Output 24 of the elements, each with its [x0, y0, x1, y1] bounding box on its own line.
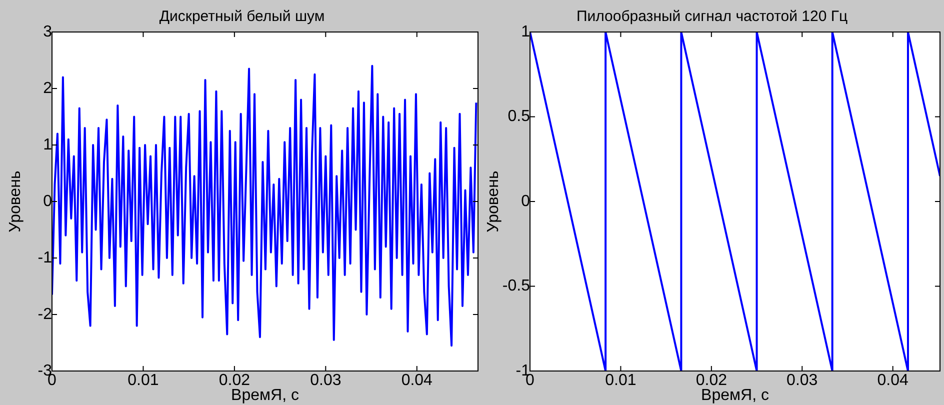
- y-tick-label: 2: [43, 80, 52, 97]
- y-axis-title: Уровень: [485, 170, 502, 232]
- y-tick-label: 0: [521, 192, 530, 210]
- x-axis-title: ВремЯ, с: [231, 386, 299, 404]
- x-tick-label: 0.03: [786, 372, 818, 390]
- chart-title: Пилообразный сигнал частотой 120 Гц: [576, 8, 848, 26]
- x-tick-label: 0.03: [310, 372, 342, 390]
- y-axis-title: Уровень: [7, 170, 24, 232]
- x-tick-label: 0.04: [401, 372, 433, 390]
- y-tick-label: 1: [43, 136, 52, 154]
- x-tick-label: 0.01: [605, 372, 636, 390]
- y-tick-label: -1: [38, 249, 52, 266]
- y-tick-label: 1: [521, 23, 530, 40]
- y-tick-label: -2: [38, 306, 52, 323]
- y-tick-label: 0: [43, 192, 52, 210]
- x-tick-label: 0.01: [128, 372, 159, 390]
- x-tick-label: 0.04: [877, 372, 909, 390]
- y-tick-label: -0.5: [502, 278, 530, 295]
- x-axis-title: ВремЯ, с: [701, 386, 769, 404]
- x-tick-label: 0.02: [218, 372, 250, 390]
- x-tick-label: 0.02: [696, 372, 728, 390]
- chart-title: Дискретный белый шум: [159, 8, 325, 26]
- y-tick-label: 0.5: [508, 108, 530, 126]
- y-tick-label: 3: [43, 23, 52, 40]
